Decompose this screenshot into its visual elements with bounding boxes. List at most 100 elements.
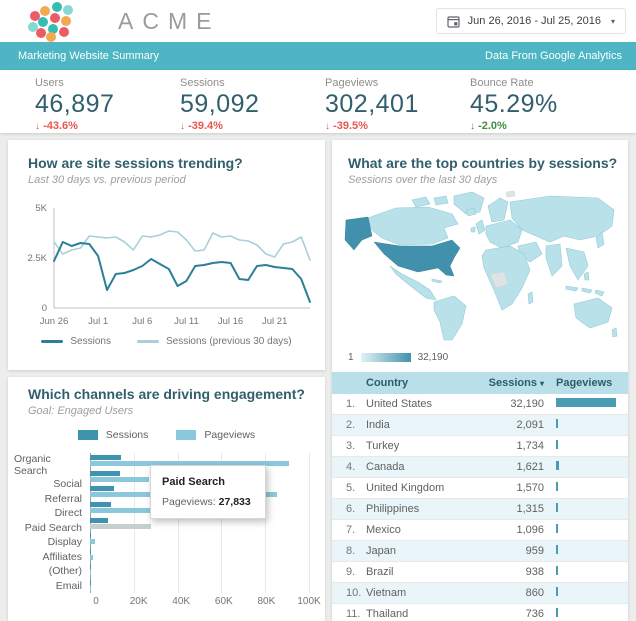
table-row[interactable]: 6. Philippines 1,315 bbox=[332, 499, 628, 520]
world-choropleth-map[interactable] bbox=[340, 190, 620, 344]
card-title: What are the top countries by sessions? bbox=[348, 155, 618, 171]
legend-item-pageviews: Pageviews bbox=[176, 429, 255, 441]
category-label: (Other) bbox=[48, 565, 82, 578]
svg-text:Jul 21: Jul 21 bbox=[262, 316, 287, 327]
bar-group-paid-search[interactable] bbox=[90, 515, 309, 531]
pageviews-bar bbox=[556, 503, 558, 512]
pageviews-bar[interactable] bbox=[90, 554, 93, 560]
sessions-bar[interactable] bbox=[90, 455, 121, 461]
table-row[interactable]: 5. United Kingdom 1,570 bbox=[332, 478, 628, 499]
table-row[interactable]: 2. India 2,091 bbox=[332, 415, 628, 436]
pageviews-bar[interactable] bbox=[90, 523, 151, 529]
sessions-bar[interactable] bbox=[90, 501, 111, 507]
logo-dot bbox=[40, 6, 50, 16]
row-rank: 8. bbox=[346, 545, 356, 557]
legend-swatch bbox=[136, 340, 159, 343]
gridline bbox=[221, 453, 223, 593]
svg-text:5K: 5K bbox=[35, 203, 47, 214]
card-title: How are site sessions trending? bbox=[28, 155, 243, 171]
channels-engagement-card: Which channels are driving engagement? G… bbox=[8, 377, 325, 621]
bar-group-social[interactable] bbox=[90, 469, 309, 485]
logo-dot bbox=[38, 17, 48, 27]
country-name: India bbox=[366, 419, 390, 431]
legend-item-sessions: Sessions bbox=[77, 429, 149, 441]
x-axis-tick: 40K bbox=[172, 596, 191, 607]
table-row[interactable]: 1. United States 32,190 bbox=[332, 394, 628, 415]
table-row[interactable]: 4. Canada 1,621 bbox=[332, 457, 628, 478]
legend-label: Sessions bbox=[105, 429, 149, 441]
table-row[interactable]: 11. Thailand 736 bbox=[332, 604, 628, 621]
x-axis-tick: 0 bbox=[93, 596, 99, 607]
kpi-value: 46,897 bbox=[35, 90, 115, 118]
bar-chart-legend: Sessions Pageviews bbox=[8, 429, 325, 441]
gridline bbox=[309, 453, 310, 593]
pageviews-header: Pageviews bbox=[556, 377, 613, 389]
arrow-down-icon: ↓ bbox=[325, 121, 330, 132]
kpi-label: Users bbox=[35, 77, 64, 89]
calendar-icon bbox=[447, 15, 460, 28]
sessions-line-chart[interactable]: 0 2.5K 5K Jun 26 Jul 1 Jul 6 Jul 11 Jul 16 Jul 2… bbox=[14, 200, 318, 332]
logo-dot bbox=[28, 22, 38, 32]
pageviews-bar[interactable] bbox=[90, 476, 150, 482]
country-header: Country bbox=[366, 377, 409, 389]
sessions-bar[interactable] bbox=[90, 470, 120, 476]
pageviews-bar[interactable] bbox=[90, 461, 290, 467]
kpi-delta: ↓ -2.0% bbox=[470, 120, 507, 132]
country-name: Vietnam bbox=[366, 587, 407, 599]
svg-text:Jul 11: Jul 11 bbox=[174, 316, 199, 327]
sessions-value: 959 bbox=[525, 545, 544, 557]
bar-group--other-[interactable] bbox=[90, 562, 309, 578]
x-axis-tick: 60K bbox=[214, 596, 233, 607]
legend-swatch bbox=[176, 430, 197, 440]
bar-group-affiliates[interactable] bbox=[90, 546, 309, 562]
pageviews-bar bbox=[556, 566, 558, 575]
table-row[interactable]: 3. Turkey 1,734 bbox=[332, 436, 628, 457]
table-row[interactable]: 8. Japan 959 bbox=[332, 541, 628, 562]
country-name: Mexico bbox=[366, 524, 401, 536]
sessions-value: 1,096 bbox=[516, 524, 544, 536]
logo-dot bbox=[61, 16, 71, 26]
country-name: Philippines bbox=[366, 503, 420, 515]
legend-max: 32,190 bbox=[417, 352, 449, 363]
bar-group-display[interactable] bbox=[90, 531, 309, 547]
svg-text:Jul 1: Jul 1 bbox=[88, 316, 108, 327]
logo-dot bbox=[36, 28, 46, 38]
table-row[interactable]: 10. Vietnam 860 bbox=[332, 583, 628, 604]
bar-group-organic-search[interactable] bbox=[90, 453, 309, 469]
pageviews-bar[interactable] bbox=[90, 539, 95, 545]
sessions-value: 736 bbox=[525, 608, 544, 620]
kpi-users: Users 46,897 ↓ -43.6% bbox=[35, 70, 180, 133]
table-row[interactable]: 7. Mexico 1,096 bbox=[332, 520, 628, 541]
legend-item-sessions-previous: Sessions (previous 30 days) bbox=[136, 336, 292, 347]
sessions-value: 1,734 bbox=[516, 440, 544, 452]
pageviews-bar-cell bbox=[544, 608, 628, 620]
row-rank: 7. bbox=[346, 524, 356, 536]
card-title: Which channels are driving engagement? bbox=[28, 386, 305, 402]
pageviews-bar bbox=[556, 545, 558, 554]
country-name: Canada bbox=[366, 461, 405, 473]
legend-item-sessions: Sessions bbox=[41, 336, 111, 347]
svg-text:Jun 26: Jun 26 bbox=[40, 316, 69, 327]
sessions-bar[interactable] bbox=[90, 548, 91, 554]
bar-chart-gridlines bbox=[90, 453, 310, 593]
bar-group-email[interactable] bbox=[90, 578, 309, 594]
kpi-strip: Users 46,897 ↓ -43.6% Sessions 59,092 ↓ … bbox=[0, 70, 636, 133]
bar-chart-x-axis: 0 20K 40K 60K 80K 100K bbox=[93, 596, 320, 608]
table-row[interactable]: 9. Brazil 938 bbox=[332, 562, 628, 583]
kpi-pageviews: Pageviews 302,401 ↓ -39.5% bbox=[325, 70, 470, 133]
kpi-value: 302,401 bbox=[325, 90, 419, 118]
date-range-picker[interactable]: Jun 26, 2016 - Jul 25, 2016 ▾ bbox=[435, 8, 626, 34]
legend-min: 1 bbox=[348, 352, 354, 363]
arrow-down-icon: ↓ bbox=[35, 121, 40, 132]
pageviews-bar bbox=[556, 419, 558, 428]
sessions-bar[interactable] bbox=[90, 486, 115, 492]
sessions-bar[interactable] bbox=[90, 533, 91, 539]
sessions-bar[interactable] bbox=[90, 517, 108, 523]
legend-label: Sessions bbox=[70, 336, 111, 347]
kpi-label: Pageviews bbox=[325, 77, 379, 89]
category-label: Social bbox=[53, 478, 82, 491]
legend-swatch bbox=[77, 430, 98, 440]
card-subtitle: Goal: Engaged Users bbox=[28, 405, 134, 417]
sessions-sort-header[interactable]: Sessions ▾ bbox=[488, 377, 544, 389]
